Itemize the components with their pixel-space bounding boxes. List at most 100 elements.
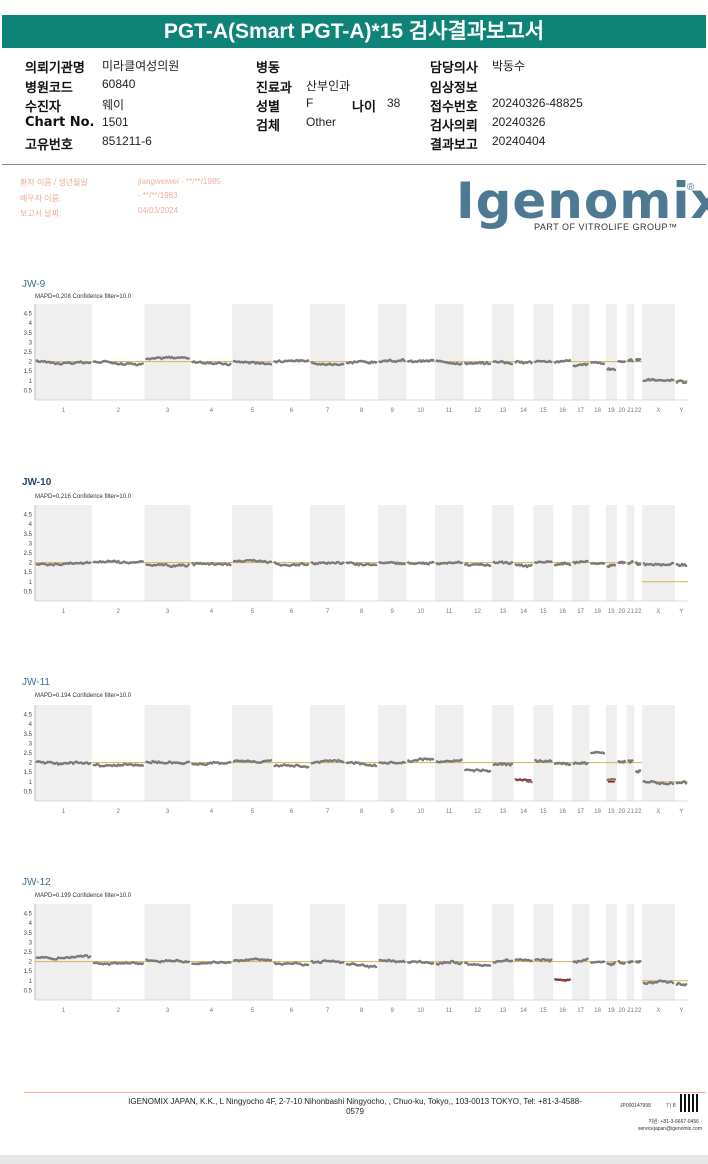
x-tick-label: 2 (117, 1008, 121, 1014)
data-point (306, 765, 310, 769)
y-tick-label: 1.5 (24, 570, 33, 576)
cnv-segment-chr21 (627, 560, 634, 565)
x-tick-label: 8 (360, 809, 364, 815)
y-tick-label: 1 (29, 580, 33, 586)
cnv-segment-chrX (642, 377, 675, 383)
cnv-segment-chr18 (590, 360, 606, 366)
cnv-segment-chr13 (492, 359, 514, 366)
y-tick-label: 1.5 (24, 969, 33, 975)
patient-name-value: jiangweiwei - **/**/1985 (138, 177, 221, 186)
cnv-segment-chr7 (310, 361, 345, 367)
chromosome-band (35, 505, 92, 601)
cnv-chart-jw12: 0.511.522.533.544.51 2 3 4 5 6 7 8 9 10 11 12 13 14 15… (24, 904, 688, 1014)
cnv-segment-chr6 (273, 358, 310, 364)
chromosome-band (377, 304, 407, 400)
x-tick-label: 11 (446, 609, 453, 615)
cnv-segment-chr7 (310, 560, 345, 566)
x-tick-label: 7 (326, 1008, 330, 1014)
data-point (341, 362, 345, 366)
cnv-segment-chrX (642, 561, 675, 567)
chromosome-band (434, 904, 464, 1000)
x-tick-label: Y (679, 809, 683, 815)
x-tick-label: 15 (540, 809, 547, 815)
data-point (228, 362, 232, 366)
cnv-segment-chr13 (492, 762, 514, 767)
x-tick-label: 5 (251, 408, 255, 414)
document-id: JP000147998 (620, 1103, 651, 1109)
x-tick-label: 18 (594, 609, 601, 615)
x-tick-label: X (656, 609, 660, 615)
data-point (187, 357, 190, 360)
chromosome-band (377, 505, 407, 601)
cnv-segment-chr18 (590, 561, 606, 566)
x-tick-label: 4 (210, 609, 214, 615)
cnv-segment-chr1 (35, 359, 92, 366)
x-tick-label: 3 (166, 408, 170, 414)
cnv-segment-chr1 (35, 560, 92, 567)
y-tick-label: 1 (29, 780, 33, 786)
data-point (448, 961, 452, 965)
sex-value: F (306, 96, 314, 110)
data-point (613, 368, 617, 372)
chromosome-band (626, 705, 635, 801)
x-tick-label: 14 (520, 408, 527, 414)
cnv-segment-chr19 (606, 961, 617, 967)
unique-no-label: 고유번호 (25, 138, 73, 153)
hospital-code-value: 60840 (102, 77, 136, 91)
chart-title-jw9: JW-9 (22, 279, 46, 290)
x-tick-label: 18 (594, 408, 601, 414)
report-title: PGT-A(Smart PGT-A)*15 검사결과보고서 (2, 15, 706, 48)
data-point (191, 562, 194, 565)
data-point (88, 955, 92, 958)
data-point (623, 961, 626, 965)
data-point (638, 959, 642, 963)
cnv-segment-chr10 (407, 959, 435, 965)
cnv-segment-chr22 (635, 769, 642, 774)
x-tick-label: 11 (446, 408, 453, 414)
x-tick-label: 14 (520, 1008, 527, 1014)
data-point (549, 759, 553, 763)
x-tick-label: 6 (290, 809, 294, 815)
data-point (586, 762, 589, 765)
cnv-segment-chr12 (464, 562, 492, 567)
cnv-segment-chr22 (635, 357, 642, 362)
cnv-segment-chr11 (435, 359, 463, 366)
x-tick-label: 5 (251, 1008, 255, 1014)
age-value: 38 (387, 96, 401, 110)
data-point (638, 769, 642, 772)
x-tick-label: 4 (210, 408, 214, 414)
sex-label: 성별 (256, 100, 280, 115)
cnv-segment-chr2 (92, 961, 144, 966)
chromosome-band (310, 904, 346, 1000)
report-date-en-label: 보고서 날짜: (20, 209, 62, 218)
cnv-segment-chr17 (572, 761, 589, 766)
chromosome-band (626, 304, 635, 400)
data-point (638, 563, 642, 566)
data-point (341, 561, 345, 564)
data-point (530, 361, 533, 365)
cnv-segment-chr3 (145, 759, 190, 766)
data-point (187, 563, 190, 566)
cnv-segment-chr3 (145, 562, 190, 568)
cnv-segment-chr3 (145, 355, 190, 361)
chromosome-band (491, 505, 514, 601)
data-point (631, 560, 634, 563)
y-tick-label: 2.5 (24, 350, 33, 356)
data-point (510, 561, 514, 564)
x-tick-label: 19 (608, 609, 615, 615)
chromosome-band (310, 705, 346, 801)
x-tick-label: 16 (559, 408, 566, 414)
data-point (602, 752, 606, 755)
cnv-segment-chr21 (627, 960, 634, 964)
data-point (684, 983, 688, 986)
x-tick-label: 3 (166, 609, 170, 615)
x-tick-label: Y (679, 408, 683, 414)
y-tick-label: 1 (29, 379, 33, 385)
data-point (141, 962, 144, 965)
cnv-segment-chr3 (145, 958, 190, 964)
data-point (510, 362, 514, 366)
y-tick-label: 3.5 (24, 331, 33, 337)
x-tick-label: 10 (417, 809, 424, 815)
data-point (374, 361, 378, 364)
x-tick-label: 1 (62, 809, 66, 815)
